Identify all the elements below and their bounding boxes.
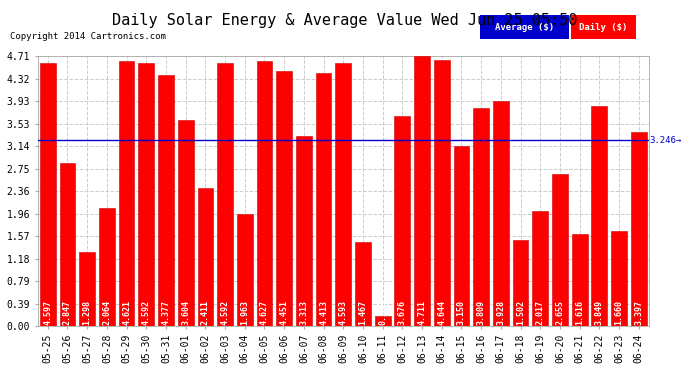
Text: 3.849: 3.849 <box>595 300 604 325</box>
Bar <box>434 60 450 326</box>
Text: 1.502: 1.502 <box>516 300 525 325</box>
Text: 1.963: 1.963 <box>240 300 249 325</box>
Bar <box>276 71 292 326</box>
Bar <box>178 120 194 326</box>
Text: 0.183: 0.183 <box>378 300 387 325</box>
Text: 4.592: 4.592 <box>221 300 230 325</box>
Bar <box>335 63 351 326</box>
Text: 1.616: 1.616 <box>575 300 584 325</box>
Text: 4.592: 4.592 <box>141 300 151 325</box>
Text: 4.621: 4.621 <box>122 300 131 325</box>
Bar <box>473 108 489 326</box>
Bar <box>257 61 273 326</box>
Bar <box>79 252 95 326</box>
Text: 3.676: 3.676 <box>398 300 407 325</box>
Text: Average ($): Average ($) <box>495 22 554 32</box>
Text: Copyright 2014 Cartronics.com: Copyright 2014 Cartronics.com <box>10 32 166 41</box>
Text: 2.017: 2.017 <box>535 300 545 325</box>
Bar <box>375 316 391 326</box>
Text: 2.411: 2.411 <box>201 300 210 325</box>
Bar <box>414 56 430 326</box>
Bar <box>40 63 56 326</box>
Text: 1.660: 1.660 <box>615 300 624 325</box>
Bar <box>59 163 75 326</box>
Text: 3.313: 3.313 <box>299 300 308 325</box>
Bar <box>611 231 627 326</box>
Bar <box>296 136 312 326</box>
Text: 4.451: 4.451 <box>279 300 288 325</box>
Bar <box>139 63 154 326</box>
Text: 1.467: 1.467 <box>359 300 368 325</box>
Text: 4.597: 4.597 <box>43 300 52 325</box>
Text: 4.593: 4.593 <box>339 300 348 325</box>
Bar <box>197 188 213 326</box>
Bar <box>631 132 647 326</box>
Text: 4.377: 4.377 <box>161 300 170 325</box>
Bar <box>99 208 115 326</box>
Text: 1.298: 1.298 <box>83 300 92 325</box>
Bar <box>158 75 174 326</box>
Text: 3.397: 3.397 <box>634 300 643 325</box>
Text: Daily Solar Energy & Average Value Wed Jun 25 05:50: Daily Solar Energy & Average Value Wed J… <box>112 13 578 28</box>
Text: 3.604: 3.604 <box>181 300 190 325</box>
Text: 3.928: 3.928 <box>496 300 505 325</box>
Text: 4.413: 4.413 <box>319 300 328 325</box>
Bar <box>552 174 568 326</box>
Bar <box>119 62 135 326</box>
Text: 2.064: 2.064 <box>102 300 111 325</box>
Text: 3.246→: 3.246→ <box>650 136 682 145</box>
Bar <box>493 101 509 326</box>
Text: 4.627: 4.627 <box>260 300 269 325</box>
Text: 2.847: 2.847 <box>63 300 72 325</box>
Text: 4.644: 4.644 <box>437 300 446 325</box>
Bar <box>453 146 469 326</box>
Bar <box>316 73 331 326</box>
Bar <box>395 116 411 326</box>
Bar <box>572 234 587 326</box>
Text: Daily ($): Daily ($) <box>579 22 628 32</box>
Bar <box>237 214 253 326</box>
Text: 4.711: 4.711 <box>417 300 426 325</box>
Bar <box>217 63 233 326</box>
Bar <box>533 211 548 326</box>
Text: 3.150: 3.150 <box>457 300 466 325</box>
Bar <box>513 240 529 326</box>
Bar <box>591 106 607 326</box>
Bar <box>355 242 371 326</box>
Text: 2.655: 2.655 <box>555 300 564 325</box>
Text: 3.809: 3.809 <box>477 300 486 325</box>
